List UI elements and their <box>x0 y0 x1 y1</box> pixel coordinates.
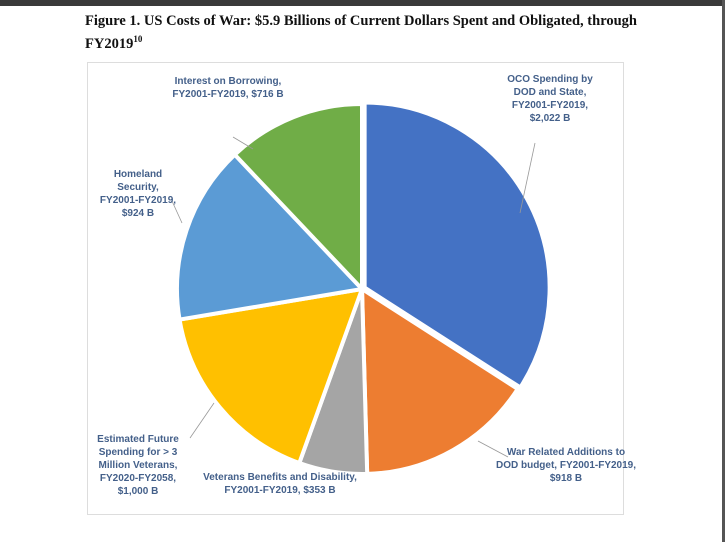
leader-line-future-veterans <box>189 402 215 439</box>
data-label-line: Million Veterans, <box>98 460 178 471</box>
data-label-line: FY2001-FY2019, <box>99 195 177 206</box>
leader-line-oco <box>519 142 536 214</box>
data-label-line: OCO Spending by <box>507 74 593 85</box>
data-label-line: Homeland <box>113 169 163 180</box>
data-label-line: $918 B <box>549 473 583 484</box>
data-label-line: FY2001-FY2019, <box>511 100 589 111</box>
pie-slice-homeland-security <box>175 151 367 322</box>
leader-line-war-additions <box>477 440 509 458</box>
leader-line-interest <box>232 136 254 150</box>
data-label-line: FY2020-FY2058, <box>99 473 177 484</box>
pie-slice-interest <box>231 101 364 295</box>
data-label-veterans-benefits: Veterans Benefits and Disability, FY2001-… <box>203 471 357 497</box>
data-label-interest: Interest on Borrowing, FY2001-FY2019, $71… <box>172 75 283 101</box>
figure-title: Figure 1. US Costs of War: $5.9 Billions… <box>85 13 637 52</box>
pie-slice-oco <box>362 100 552 391</box>
data-label-future-veterans: Estimated Future Spending for > 3 Million … <box>97 433 179 498</box>
window-top-border <box>0 0 725 6</box>
window-right-border <box>722 0 725 542</box>
data-label-line: $924 B <box>121 208 155 219</box>
leader-line-homeland-security <box>171 200 183 224</box>
data-label-line: $2,022 B <box>529 113 571 124</box>
footnote-marker: 10 <box>133 34 143 44</box>
data-label-line: Veterans Benefits and Disability, <box>203 472 357 483</box>
data-label-line: War Related Additions to <box>506 447 626 458</box>
data-label-line: Estimated Future <box>97 434 179 445</box>
data-label-line: DOD budget, FY2001-FY2019, <box>495 460 637 471</box>
data-label-oco: OCO Spending by DOD and State, FY2001-FY20… <box>507 73 593 125</box>
data-label-line: DOD and State, <box>513 87 587 98</box>
data-label-line: Interest on Borrowing, <box>174 76 282 87</box>
data-label-line: Security, <box>117 182 159 193</box>
data-label-line: FY2001-FY2019, $716 B <box>172 89 284 100</box>
data-label-line: FY2001-FY2019, $353 B <box>224 485 336 496</box>
data-label-homeland-security: Homeland Security, FY2001-FY2019, $924 B <box>100 168 176 220</box>
pie-chart <box>171 100 552 476</box>
data-label-line: $1,000 B <box>117 486 159 497</box>
pie-slice-future-veterans <box>177 286 366 466</box>
pie-slice-war-additions <box>359 285 521 476</box>
chart-area: OCO Spending by DOD and State, FY2001-FY20… <box>87 62 636 515</box>
data-label-line: Spending for > 3 <box>98 447 178 458</box>
data-label-war-additions: War Related Additions to DOD budget, FY20… <box>496 446 636 485</box>
